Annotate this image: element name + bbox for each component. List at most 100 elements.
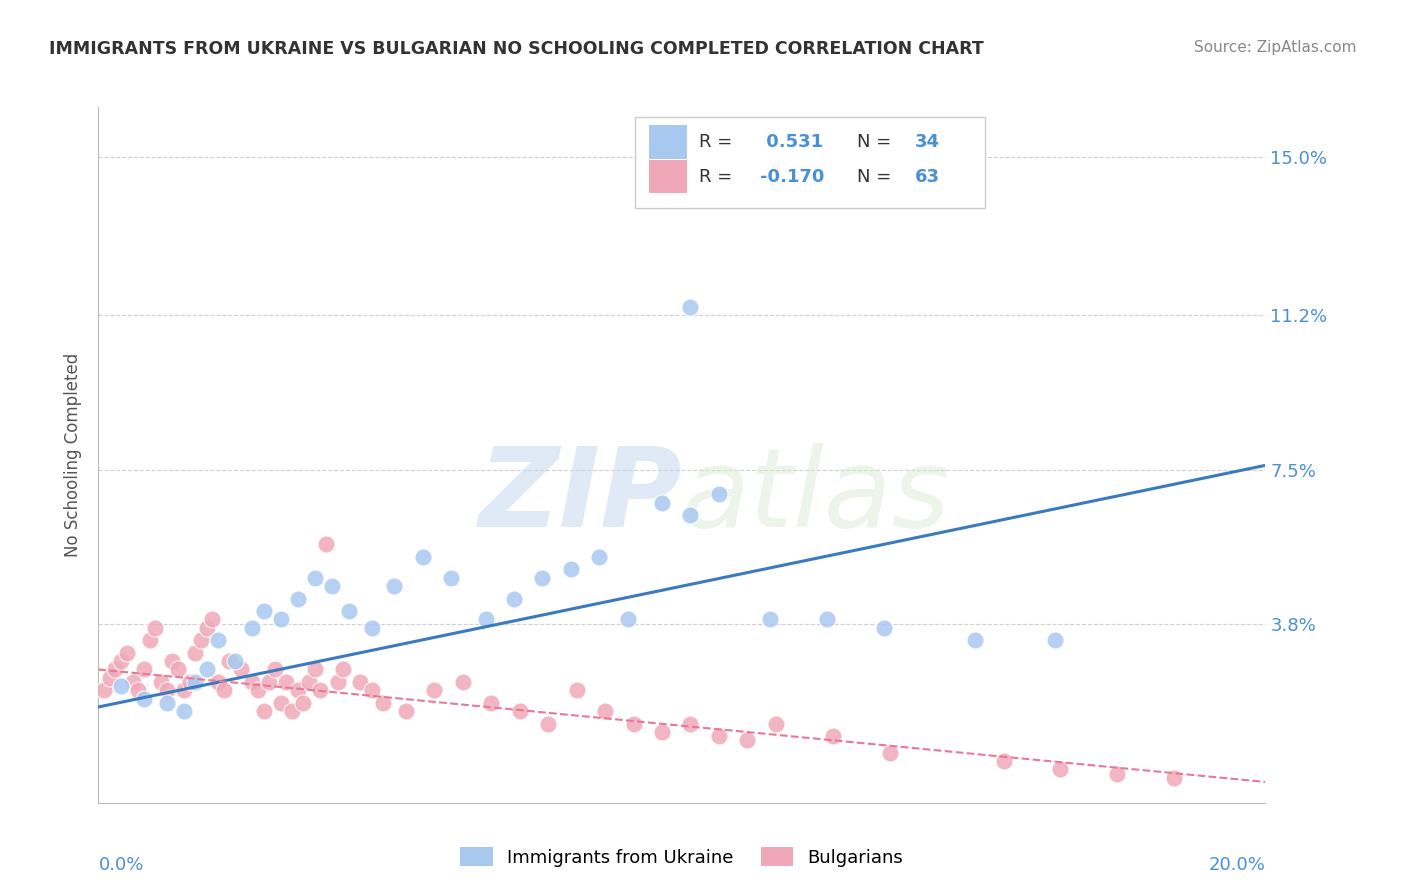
Point: [167, 663, 190, 677]
Point: [276, 675, 298, 690]
Point: [537, 716, 560, 731]
Point: [623, 716, 645, 731]
Point: [270, 696, 292, 710]
Point: [252, 604, 274, 618]
Point: [292, 696, 315, 710]
Bar: [650, 125, 686, 159]
Text: IMMIGRANTS FROM UKRAINE VS BULGARIAN NO SCHOOLING COMPLETED CORRELATION CHART: IMMIGRANTS FROM UKRAINE VS BULGARIAN NO …: [49, 40, 984, 58]
Legend: Immigrants from Ukraine, Bulgarians: Immigrants from Ukraine, Bulgarians: [453, 840, 911, 874]
Point: [150, 675, 173, 690]
Point: [298, 675, 321, 690]
Point: [104, 663, 127, 677]
Point: [195, 663, 218, 677]
Point: [617, 612, 640, 626]
Text: atlas: atlas: [682, 443, 950, 550]
Point: [98, 671, 121, 685]
Point: [110, 679, 132, 693]
Point: [337, 604, 360, 618]
Point: [240, 621, 263, 635]
Text: N =: N =: [858, 168, 897, 186]
Point: [360, 683, 382, 698]
Point: [184, 646, 207, 660]
Point: [184, 675, 207, 690]
Point: [257, 675, 280, 690]
Point: [207, 675, 229, 690]
Point: [440, 571, 463, 585]
Point: [873, 621, 896, 635]
Point: [651, 725, 673, 739]
Text: N =: N =: [858, 133, 897, 151]
Point: [304, 663, 326, 677]
Text: 0.531: 0.531: [761, 133, 824, 151]
Point: [224, 654, 246, 668]
Text: 0.0%: 0.0%: [98, 856, 143, 874]
Point: [115, 646, 138, 660]
Point: [304, 571, 326, 585]
Point: [384, 579, 406, 593]
Text: 20.0%: 20.0%: [1209, 856, 1265, 874]
Point: [879, 746, 901, 760]
Point: [93, 683, 115, 698]
Point: [246, 683, 269, 698]
Point: [651, 496, 673, 510]
Point: [121, 675, 143, 690]
Point: [965, 633, 987, 648]
Point: [737, 733, 759, 747]
Text: R =: R =: [699, 168, 738, 186]
Point: [252, 704, 274, 718]
Point: [229, 663, 252, 677]
Point: [412, 549, 434, 564]
Point: [503, 591, 526, 606]
Point: [138, 633, 160, 648]
Point: [326, 675, 349, 690]
Text: ZIP: ZIP: [478, 443, 682, 550]
Point: [560, 562, 582, 576]
Point: [707, 487, 730, 501]
Point: [218, 654, 240, 668]
Point: [531, 571, 554, 585]
Point: [332, 663, 354, 677]
Point: [349, 675, 371, 690]
Point: [815, 612, 838, 626]
Point: [287, 591, 309, 606]
Point: [162, 654, 184, 668]
Point: [479, 696, 502, 710]
Text: 63: 63: [915, 168, 941, 186]
Text: Source: ZipAtlas.com: Source: ZipAtlas.com: [1194, 40, 1357, 55]
Point: [759, 612, 782, 626]
Point: [593, 704, 616, 718]
Point: [270, 612, 292, 626]
Point: [993, 754, 1015, 768]
FancyBboxPatch shape: [636, 118, 986, 208]
Point: [588, 549, 610, 564]
Point: [451, 675, 474, 690]
Point: [707, 729, 730, 743]
Point: [264, 663, 287, 677]
Point: [309, 683, 332, 698]
Point: [1049, 763, 1071, 777]
Text: R =: R =: [699, 133, 738, 151]
Point: [679, 716, 702, 731]
Point: [821, 729, 844, 743]
Y-axis label: No Schooling Completed: No Schooling Completed: [65, 353, 83, 557]
Point: [190, 633, 212, 648]
Point: [173, 704, 195, 718]
Point: [240, 675, 263, 690]
Point: [509, 704, 531, 718]
Point: [679, 300, 702, 314]
Point: [212, 683, 235, 698]
Point: [156, 683, 179, 698]
Point: [173, 683, 195, 698]
Point: [143, 621, 166, 635]
Point: [156, 696, 179, 710]
Point: [195, 621, 218, 635]
Point: [423, 683, 446, 698]
Point: [1043, 633, 1066, 648]
Point: [360, 621, 382, 635]
Point: [371, 696, 394, 710]
Point: [765, 716, 787, 731]
Point: [207, 633, 229, 648]
Bar: [650, 160, 686, 194]
Point: [315, 537, 337, 551]
Point: [132, 663, 155, 677]
